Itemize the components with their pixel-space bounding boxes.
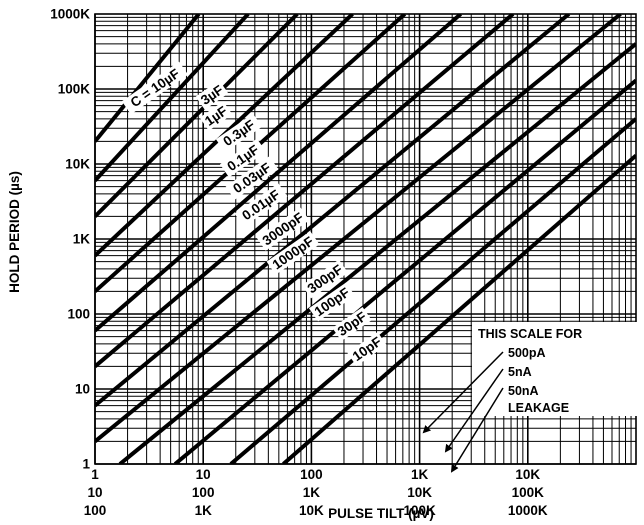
plot-frame bbox=[94, 13, 637, 465]
y-tick-label: 1K bbox=[73, 232, 91, 247]
x-tick-label: 100 bbox=[300, 467, 323, 482]
series-label-backdrop bbox=[121, 61, 189, 115]
series-line bbox=[95, 14, 250, 182]
x-tick-label: 10K bbox=[515, 467, 540, 482]
x-tick-label: 100 bbox=[84, 503, 107, 518]
annotation-50na: 50nA bbox=[508, 384, 539, 398]
x-tick-label: 1K bbox=[411, 467, 429, 482]
arrow-5na bbox=[444, 368, 504, 453]
x-tick-label: 100K bbox=[512, 485, 545, 500]
series-line bbox=[95, 14, 201, 143]
series-label-backdrop bbox=[332, 306, 372, 342]
x-tick-label: 100K bbox=[403, 503, 436, 518]
series-line bbox=[173, 78, 636, 464]
axes: 1 10 100 1K 10K 100K 1000K 1 10 100 10 100 1K 100 1K 10… bbox=[50, 7, 637, 518]
x-tick-label: 10K bbox=[299, 503, 324, 518]
series-label-backdrop bbox=[234, 183, 288, 227]
series-label-backdrop bbox=[266, 231, 320, 275]
series-label-backdrop bbox=[195, 80, 229, 110]
series-label-text: C = 10µF bbox=[128, 66, 183, 110]
y-tick-label: 100 bbox=[67, 307, 90, 322]
annotation-title: THIS SCALE FOR bbox=[478, 327, 582, 341]
y-tick-label: 1 bbox=[82, 457, 90, 472]
series-line bbox=[118, 42, 636, 464]
x-tick-label: 1 bbox=[91, 467, 99, 482]
x-tick-label: 10 bbox=[196, 467, 211, 482]
y-tick-label: 10 bbox=[75, 382, 90, 397]
series-label-backdrop bbox=[215, 113, 263, 153]
series-label-backdrop bbox=[219, 138, 267, 178]
arrow-500pa bbox=[422, 351, 504, 434]
series-line bbox=[281, 153, 636, 464]
y-tick-label: 100K bbox=[58, 82, 91, 97]
series-line bbox=[95, 14, 622, 443]
series-label-backdrop bbox=[199, 101, 233, 131]
x-axis-label: PULSE TILT (µV) bbox=[328, 506, 434, 521]
leakage-scale-annotation: THIS SCALE FOR 500pA 5nA 50nA LEAKAGE bbox=[422, 322, 638, 473]
x-tick-label: 10K bbox=[407, 485, 432, 500]
annotation-backdrop bbox=[472, 322, 638, 416]
arrow-50na bbox=[450, 387, 504, 473]
x-tick-label: 100 bbox=[192, 485, 215, 500]
x-tick-label: 10 bbox=[87, 485, 102, 500]
x-tick-label: 1000K bbox=[508, 503, 548, 518]
annotation-500pa: 500pA bbox=[508, 346, 546, 360]
y-axis-label: HOLD PERIOD (µs) bbox=[7, 171, 22, 293]
annotation-leakage: LEAKAGE bbox=[508, 401, 569, 415]
x-tick-label: 1K bbox=[303, 485, 321, 500]
y-tick-label: 10K bbox=[65, 157, 90, 172]
series-label-backdrop bbox=[308, 282, 356, 322]
series-line bbox=[95, 14, 515, 368]
series-label-backdrop bbox=[347, 331, 387, 367]
series-line bbox=[95, 14, 463, 333]
series-line bbox=[229, 117, 636, 464]
x-tick-label: 1K bbox=[195, 503, 213, 518]
series-line bbox=[95, 14, 299, 218]
annotation-5na: 5nA bbox=[508, 365, 532, 379]
series-label-text: 0.01µF bbox=[239, 187, 282, 223]
series-label-backdrop bbox=[301, 259, 349, 299]
series-label-backdrop bbox=[256, 207, 310, 251]
y-tick-label: 1000K bbox=[50, 7, 90, 22]
series-line bbox=[95, 14, 571, 408]
series-label: 30pF bbox=[332, 306, 372, 342]
series-label-backdrop bbox=[225, 156, 279, 200]
